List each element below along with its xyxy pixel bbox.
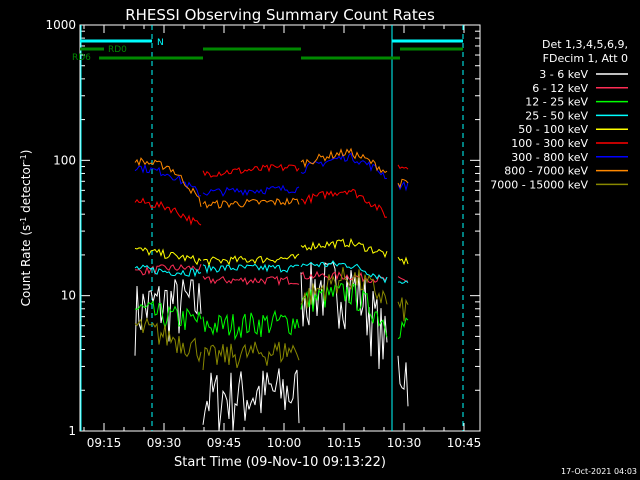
- x-tick-label: 09:15: [87, 436, 122, 450]
- x-axis-label: Start Time (09-Nov-10 09:13:22): [174, 455, 386, 470]
- y-axis-label: Count Rate (s-1 detector-1): [19, 150, 34, 307]
- x-tick-label: 10:30: [387, 436, 422, 450]
- x-tick-label: 10:45: [447, 436, 482, 450]
- y-tick-label: 1: [68, 424, 76, 438]
- plot-frame: 09:15 09:30 09:45 10:00 10:15 10:30 10:45 1 10 10…: [45, 18, 481, 450]
- legend-entry-label: 50 - 100 keV: [518, 123, 588, 136]
- flag-lines: [80, 25, 464, 431]
- legend-entry-label: 6 - 12 keV: [532, 82, 588, 95]
- legend-entry-label: 7000 - 15000 keV: [490, 178, 588, 191]
- legend-entry-label: 12 - 25 keV: [525, 96, 588, 109]
- footer-date: 17-Oct-2021 04:03: [561, 467, 637, 476]
- flag-label-rd6: RD6: [72, 53, 91, 63]
- plot-border: [79, 24, 481, 432]
- series-line: [134, 237, 409, 267]
- series-line: [134, 152, 409, 197]
- legend-header: Det 1,3,4,5,6,9,: [542, 38, 628, 51]
- chart-title: RHESSI Observing Summary Count Rates: [125, 6, 435, 24]
- x-tick-label: 10:00: [267, 436, 302, 450]
- flag-label-n: N: [157, 38, 164, 48]
- flag-label-rd0: RD0: [108, 45, 127, 55]
- series-line: [134, 163, 409, 226]
- series-line: [134, 260, 409, 284]
- series-line: [134, 267, 409, 371]
- y-tick-label: 1000: [45, 18, 76, 32]
- x-tick-label: 09:45: [207, 436, 242, 450]
- legend-entry-label: 300 - 800 keV: [511, 151, 588, 164]
- legend-entry-label: 800 - 7000 keV: [504, 165, 588, 178]
- flags-group: N RD0 RD6: [72, 38, 463, 63]
- series-line: [134, 147, 409, 209]
- series-line: [134, 263, 409, 287]
- legend: Det 1,3,4,5,6,9,FDecim 1, Att 0 3 - 6 keV…: [490, 38, 628, 191]
- x-tick-label: 10:15: [327, 436, 362, 450]
- series-line: [134, 282, 409, 341]
- legend-header: FDecim 1, Att 0: [543, 52, 628, 65]
- series-group: [134, 147, 409, 432]
- legend-entry-label: 100 - 300 keV: [511, 137, 588, 150]
- legend-entry-label: 25 - 50 keV: [525, 109, 588, 122]
- x-tick-label: 09:30: [147, 436, 182, 450]
- y-tick-label: 10: [61, 289, 76, 303]
- legend-entry-label: 3 - 6 keV: [539, 68, 588, 81]
- y-tick-label: 100: [53, 153, 76, 167]
